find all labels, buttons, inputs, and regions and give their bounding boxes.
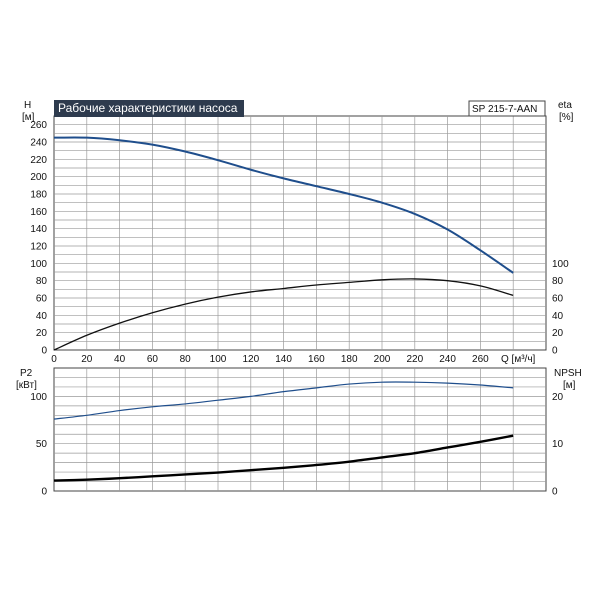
top-series bbox=[53, 136, 514, 351]
y-tick-label-head: 60 bbox=[36, 294, 48, 305]
y-tick-label-head: 80 bbox=[36, 276, 48, 287]
p2-curve bbox=[53, 381, 514, 420]
head-curve bbox=[53, 136, 514, 274]
x-tick-label: 60 bbox=[147, 354, 159, 365]
bottom-y-ticks-right: 0 10 20 bbox=[552, 392, 564, 498]
x-tick-label: 100 bbox=[210, 354, 227, 365]
y-axis-label-p2: P2 bbox=[20, 368, 33, 379]
x-tick-label: 260 bbox=[472, 354, 489, 365]
bottom-series bbox=[53, 381, 514, 482]
y-tick-label-p2: 100 bbox=[30, 392, 47, 403]
top-grid bbox=[54, 116, 546, 350]
y-axis-unit-eta: [%] bbox=[559, 112, 574, 123]
y-axis-label-head: H bbox=[24, 100, 31, 111]
bottom-plot-area bbox=[53, 367, 547, 492]
y-tick-label-p2: 0 bbox=[41, 487, 47, 498]
bottom-panel: 0 50 100 0 10 20 P2 [кВт] NPSH [м] bbox=[16, 367, 582, 498]
x-tick-label: 140 bbox=[275, 354, 292, 365]
x-tick-label: 160 bbox=[308, 354, 325, 365]
x-axis-label: Q [м³/ч] bbox=[501, 354, 536, 365]
y-tick-label-head: 200 bbox=[30, 172, 47, 183]
y-tick-label-head: 0 bbox=[41, 346, 47, 357]
chart-title-background bbox=[54, 100, 244, 117]
top-x-ticks: 0 20 40 60 80 100 120 140 160 180 200 220 240 260 bbox=[51, 354, 489, 365]
top-panel: 0 20 40 60 80 100 120 140 160 180 200 220 240 260 020… bbox=[22, 100, 574, 365]
top-y-ticks-right: 0 20 40 60 80 100 bbox=[552, 259, 569, 357]
y-tick-label-head: 220 bbox=[30, 155, 47, 166]
y-tick-label-npsh: 10 bbox=[552, 439, 564, 450]
y-axis-label-eta: eta bbox=[558, 100, 572, 111]
y-tick-label-eta: 60 bbox=[552, 294, 564, 305]
x-tick-label: 220 bbox=[406, 354, 423, 365]
y-axis-unit-p2: [кВт] bbox=[16, 380, 37, 391]
model-label: SP 215-7-AAN bbox=[472, 104, 537, 115]
chart-title: Рабочие характеристики насоса bbox=[58, 101, 238, 115]
x-tick-label: 40 bbox=[114, 354, 126, 365]
y-tick-label-head: 120 bbox=[30, 242, 47, 253]
y-tick-label-head: 180 bbox=[30, 190, 47, 201]
y-tick-label-head: 100 bbox=[30, 259, 47, 270]
x-tick-label: 20 bbox=[81, 354, 93, 365]
bottom-grid bbox=[54, 368, 546, 491]
bottom-y-ticks-left: 0 50 100 bbox=[30, 392, 47, 498]
y-tick-label-eta: 80 bbox=[552, 276, 564, 287]
x-tick-label: 240 bbox=[439, 354, 456, 365]
top-plot-area bbox=[53, 115, 547, 351]
y-tick-label-head: 260 bbox=[30, 120, 47, 131]
top-y-ticks-left: 0 20 40 60 80 100 120 140 160 180 200 220 240 260 bbox=[30, 120, 47, 356]
y-tick-label-eta: 0 bbox=[552, 346, 558, 357]
model-label-box bbox=[468, 100, 546, 117]
x-tick-label: 200 bbox=[374, 354, 391, 365]
y-tick-label-npsh: 20 bbox=[552, 392, 564, 403]
eta-curve bbox=[53, 278, 514, 351]
npsh-curve bbox=[53, 434, 514, 482]
x-tick-label: 0 bbox=[51, 354, 57, 365]
x-tick-label: 180 bbox=[341, 354, 358, 365]
y-axis-unit-head: [м] bbox=[22, 112, 35, 123]
y-tick-label-npsh: 0 bbox=[552, 487, 558, 498]
y-tick-label-head: 20 bbox=[36, 328, 48, 339]
y-tick-label-eta: 40 bbox=[552, 311, 564, 322]
y-tick-label-head: 40 bbox=[36, 311, 48, 322]
y-tick-label-p2: 50 bbox=[36, 439, 48, 450]
y-tick-label-head: 160 bbox=[30, 207, 47, 218]
y-tick-label-head: 240 bbox=[30, 138, 47, 149]
y-axis-unit-npsh: [м] bbox=[563, 380, 576, 391]
y-tick-label-eta: 20 bbox=[552, 328, 564, 339]
y-tick-label-head: 140 bbox=[30, 224, 47, 235]
y-tick-label-eta: 100 bbox=[552, 259, 569, 270]
x-tick-label: 120 bbox=[242, 354, 259, 365]
x-tick-label: 80 bbox=[180, 354, 192, 365]
y-axis-label-npsh: NPSH bbox=[554, 368, 582, 379]
